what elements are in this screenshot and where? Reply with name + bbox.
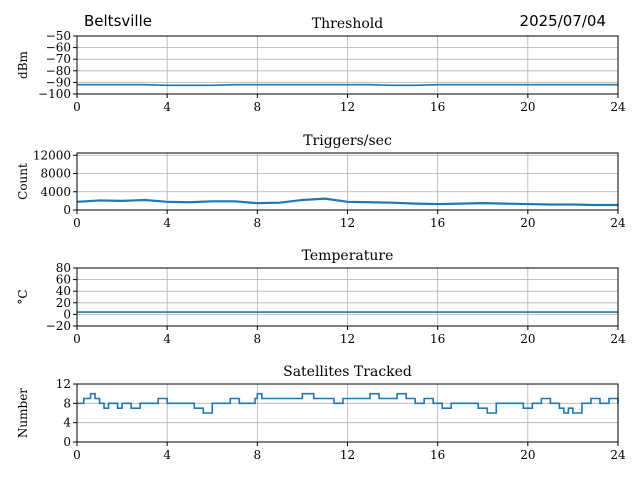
chart-title: Temperature <box>302 248 394 264</box>
x-tick-label: 4 <box>163 100 171 114</box>
x-tick-label: 24 <box>610 448 626 462</box>
x-tick-label: 20 <box>520 216 535 230</box>
y-tick-label: 80 <box>56 261 71 275</box>
chart-panel-4: 0 4 8 12 16 20 24 0 4 8 12 Satellites Tracked Number <box>16 364 626 462</box>
y-tick-label: 0 <box>63 203 71 217</box>
y-tick-label: 4 <box>63 416 71 430</box>
y-tick-label: −50 <box>46 29 71 43</box>
x-tick-label: 16 <box>430 448 445 462</box>
series-line-1 <box>76 197 618 207</box>
y-axis-label: °C <box>16 289 30 304</box>
x-tick-label: 4 <box>163 332 171 346</box>
y-tick-label: −90 <box>46 75 71 89</box>
chart-panel-2: 0 4 8 12 16 20 24 0 4000 8000 12000 Triggers/sec Cou… <box>16 133 626 230</box>
y-tick-label: 0 <box>63 307 71 321</box>
x-tick-label: 0 <box>73 216 81 230</box>
x-tick-label: 12 <box>340 216 355 230</box>
x-tick-label: 24 <box>610 216 626 230</box>
x-tick-label: 16 <box>430 332 445 346</box>
y-tick-label: −20 <box>46 319 71 333</box>
y-axis-label: Number <box>16 388 30 438</box>
chart-title: Threshold <box>312 16 383 32</box>
x-tick-label: 8 <box>254 448 262 462</box>
y-tick-label: 12 <box>56 377 71 391</box>
x-tick-label: 20 <box>520 448 535 462</box>
y-tick-label: −100 <box>38 87 71 101</box>
x-tick-label: 0 <box>73 332 81 346</box>
x-tick-label: 20 <box>520 332 535 346</box>
x-tick-label: 4 <box>163 216 171 230</box>
y-tick-label: −70 <box>46 52 71 66</box>
x-tick-label: 24 <box>610 100 626 114</box>
y-axis-label: dBm <box>16 50 30 79</box>
x-tick-label: 16 <box>430 100 445 114</box>
series-line-1 <box>77 392 619 414</box>
date-label: 2025/07/04 <box>519 12 606 30</box>
y-tick-label: 12000 <box>33 148 71 162</box>
x-tick-label: 24 <box>610 332 626 346</box>
x-tick-label: 0 <box>73 100 81 114</box>
x-tick-label: 20 <box>520 100 535 114</box>
y-axis-label: Count <box>16 163 30 200</box>
y-tick-label: 4000 <box>40 185 71 199</box>
y-tick-label: 40 <box>56 284 71 298</box>
chart-title: Triggers/sec <box>303 133 392 149</box>
y-tick-label: 0 <box>63 435 71 449</box>
y-tick-label: 60 <box>56 273 71 287</box>
x-tick-label: 12 <box>340 332 355 346</box>
y-tick-label: 8000 <box>40 167 71 181</box>
x-tick-label: 16 <box>430 216 445 230</box>
x-tick-label: 8 <box>254 100 262 114</box>
location-label: Beltsville <box>84 12 152 30</box>
y-tick-label: −60 <box>46 41 71 55</box>
x-tick-label: 8 <box>254 332 262 346</box>
y-tick-label: 20 <box>56 296 71 310</box>
x-tick-label: 0 <box>73 448 81 462</box>
series-line-1 <box>77 83 618 87</box>
chart-title: Satellites Tracked <box>283 364 412 380</box>
x-tick-label: 12 <box>340 100 355 114</box>
y-tick-label: −80 <box>46 64 71 78</box>
x-tick-label: 12 <box>340 448 355 462</box>
x-tick-label: 8 <box>254 216 262 230</box>
y-tick-label: 8 <box>63 396 71 410</box>
chart-panel-1: 0 4 8 12 16 20 24 −100−90−80−70−60−50 Threshold d… <box>16 16 626 114</box>
x-tick-label: 4 <box>163 448 171 462</box>
